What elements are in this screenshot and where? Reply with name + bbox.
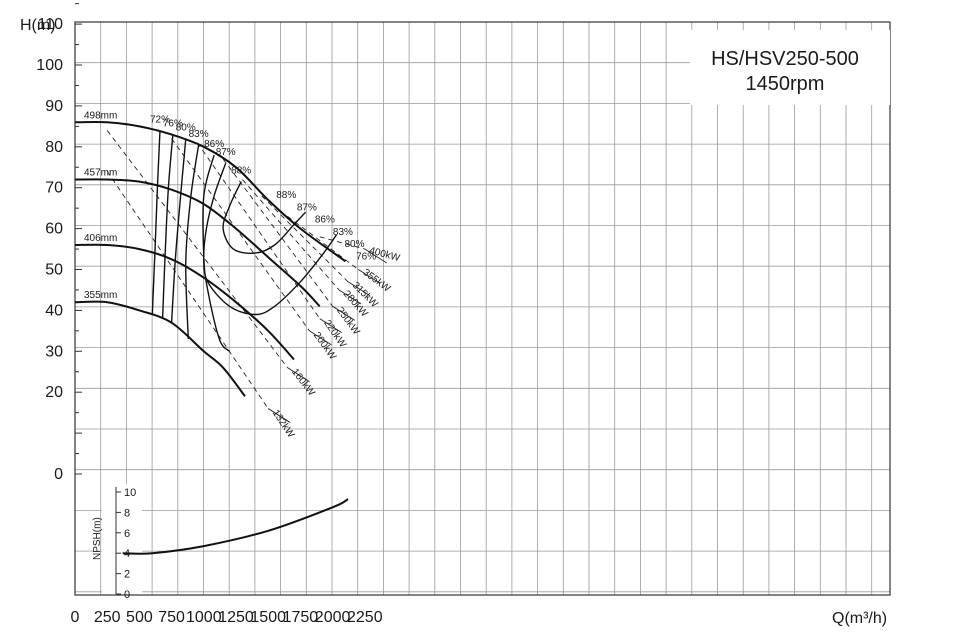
y-tick-label: 0 bbox=[54, 466, 63, 483]
efficiency-label-left: 86% bbox=[204, 139, 224, 150]
power-label-tick bbox=[338, 289, 362, 305]
npsh-tick-label: 10 bbox=[124, 487, 136, 499]
npsh-axis-label: NPSH(m) bbox=[92, 517, 103, 560]
y-tick-label: 100 bbox=[36, 57, 63, 74]
npsh-tick-label: 2 bbox=[124, 569, 130, 581]
power-line bbox=[319, 236, 365, 250]
impeller-curve bbox=[74, 300, 246, 397]
y-tick-label: 50 bbox=[45, 262, 63, 279]
x-tick-label: 750 bbox=[158, 609, 185, 626]
x-tick-label: 1250 bbox=[218, 609, 254, 626]
y-tick-label: 60 bbox=[45, 221, 63, 238]
x-axis-label: Q(m³/h) bbox=[832, 610, 887, 627]
power-line bbox=[106, 171, 269, 409]
x-tick-label: 500 bbox=[126, 609, 153, 626]
efficiency-curve bbox=[203, 162, 338, 316]
y-tick-label: 40 bbox=[45, 302, 63, 319]
title-box bbox=[690, 30, 890, 105]
impeller-curve bbox=[74, 120, 347, 263]
x-tick-label: 0 bbox=[71, 609, 80, 626]
efficiency-label-left: 87% bbox=[216, 147, 236, 158]
npsh-curve bbox=[122, 498, 349, 555]
impeller-label: 406mm bbox=[84, 233, 117, 244]
impeller-label: 457mm bbox=[84, 168, 117, 179]
npsh-axis-bg bbox=[102, 484, 142, 594]
npsh-tick-label: 8 bbox=[124, 507, 130, 519]
impeller-curve bbox=[74, 243, 295, 361]
power-line bbox=[222, 158, 333, 307]
x-tick-label: 1000 bbox=[186, 609, 222, 626]
efficiency-label-left: 83% bbox=[189, 129, 209, 140]
power-label-tick bbox=[267, 408, 291, 423]
plot-border bbox=[74, 21, 891, 596]
efficiency-label-left: 76% bbox=[163, 119, 183, 130]
y-tick-label: 80 bbox=[45, 139, 63, 156]
y-axis-label: H(m) bbox=[20, 17, 56, 34]
efficiency-curve bbox=[161, 134, 174, 319]
x-tick-label: 1500 bbox=[250, 609, 286, 626]
power-line bbox=[242, 179, 340, 291]
power-label: 132kW bbox=[270, 408, 297, 440]
efficiency-label-left: 80% bbox=[176, 123, 196, 134]
efficiency-label-right: 86% bbox=[315, 215, 335, 226]
power-line bbox=[106, 130, 288, 368]
power-label-tick bbox=[332, 305, 355, 321]
power-label-tick bbox=[364, 248, 388, 264]
efficiency-label-right: 76% bbox=[356, 251, 376, 262]
y-tick-label: 110 bbox=[37, 16, 63, 33]
impeller-label: 498mm bbox=[84, 110, 117, 121]
y-tick-label: 20 bbox=[45, 384, 63, 401]
power-label-tick bbox=[319, 318, 342, 333]
grid bbox=[75, 22, 890, 595]
power-label-tick bbox=[287, 367, 310, 383]
efficiency-curve bbox=[222, 181, 307, 255]
impeller-curve bbox=[74, 178, 321, 307]
power-label-tick bbox=[347, 281, 371, 297]
efficiency-label-right: 87% bbox=[297, 202, 317, 213]
npsh-tick-label: 6 bbox=[124, 528, 130, 540]
impeller-label: 355mm bbox=[84, 290, 117, 301]
chart-title: HS/HSV250-500 bbox=[711, 48, 859, 70]
x-tick-label: 2250 bbox=[347, 609, 383, 626]
efficiency-label-right: 83% bbox=[333, 227, 353, 238]
npsh-tick-label: 0 bbox=[124, 589, 130, 601]
power-line bbox=[287, 215, 359, 270]
y-tick-label: 30 bbox=[45, 343, 63, 360]
chart-subtitle: 1450rpm bbox=[746, 73, 825, 95]
power-label-tick bbox=[309, 330, 332, 346]
y-tick-label: 70 bbox=[45, 180, 63, 197]
x-tick-label: 1750 bbox=[283, 609, 319, 626]
plot-frame bbox=[74, 3, 891, 596]
impeller-curves bbox=[74, 120, 347, 397]
power-label-tick bbox=[358, 269, 381, 284]
efficiency-label-left: 88% bbox=[231, 166, 251, 177]
efficiency-label-right: 88% bbox=[276, 190, 296, 201]
x-tick-label: 2000 bbox=[315, 609, 351, 626]
y-tick-label: 90 bbox=[45, 98, 63, 115]
efficiency-curve bbox=[151, 130, 161, 315]
efficiency-label-right: 80% bbox=[344, 239, 364, 250]
efficiency-label-left: 72% bbox=[150, 114, 170, 125]
efficiency-curve bbox=[170, 138, 187, 323]
power-line bbox=[261, 195, 349, 283]
efficiency-curve bbox=[185, 144, 200, 340]
efficiency-curves bbox=[151, 130, 338, 352]
power-label: 160kW bbox=[289, 367, 317, 399]
x-tick-label: 250 bbox=[94, 609, 121, 626]
